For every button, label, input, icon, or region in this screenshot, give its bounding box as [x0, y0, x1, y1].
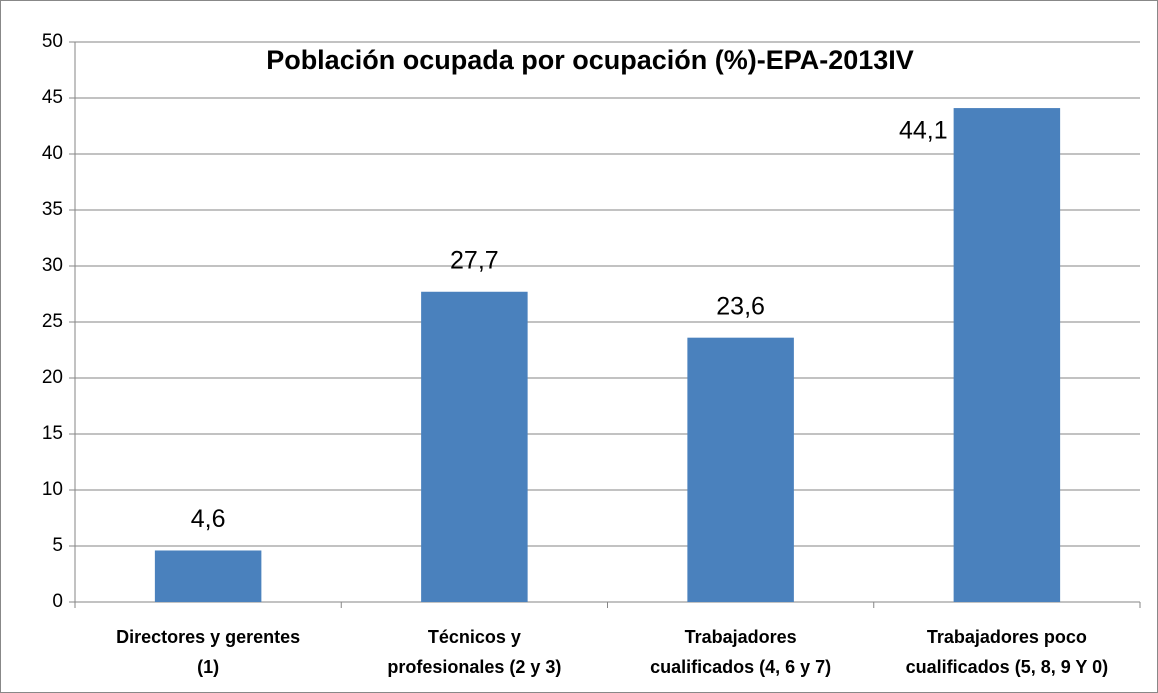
y-tick-label: 10 [42, 479, 63, 500]
bar [421, 291, 528, 602]
y-tick-label: 0 [52, 591, 63, 612]
value-label: 4,6 [191, 505, 226, 533]
value-label: 44,1 [899, 117, 948, 145]
y-tick-label: 50 [42, 31, 63, 52]
y-tick-label: 45 [42, 87, 63, 108]
y-tick-label: 35 [42, 199, 63, 220]
x-tick-label: Directores y gerentes (1) [116, 627, 300, 677]
bar [154, 550, 262, 602]
y-tick-label: 15 [42, 423, 63, 444]
y-tick-label: 30 [42, 255, 63, 276]
x-tick-label: Trabajadores poco cualificados (5, 8, 9 Y… [906, 627, 1108, 677]
y-tick-label: 5 [52, 535, 63, 556]
x-tick-label: Trabajadores cualificados (4, 6 y 7) [650, 627, 831, 677]
chart-title: Población ocupada por ocupación (%)-EPA-… [266, 45, 914, 75]
value-label: 27,7 [450, 246, 499, 274]
y-tick-label: 20 [42, 367, 63, 388]
bar [687, 337, 794, 602]
y-tick-label: 40 [42, 143, 63, 164]
bar [953, 108, 1061, 602]
y-tick-label: 25 [42, 311, 63, 332]
x-tick-label: Técnicos y profesionales (2 y 3) [387, 627, 561, 677]
value-label: 23,6 [716, 292, 765, 320]
